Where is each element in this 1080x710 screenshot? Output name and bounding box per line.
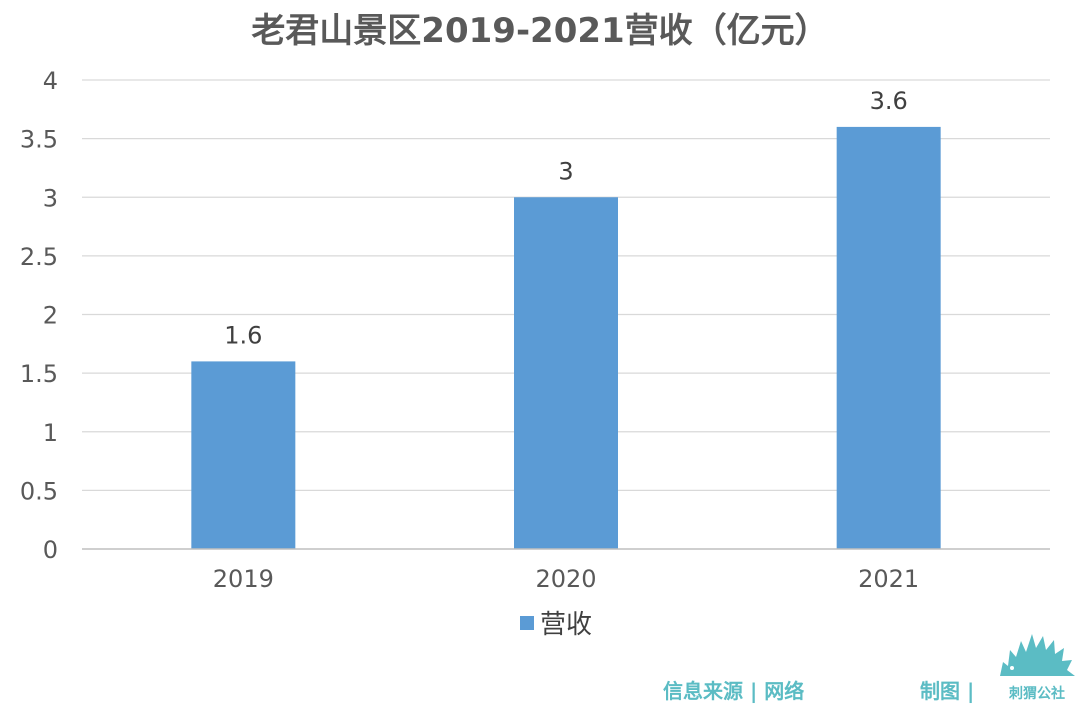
- x-tick-label: 2020: [535, 565, 596, 593]
- x-axis-ticks: 2019 2020 2021: [213, 565, 919, 593]
- legend-swatch: [520, 616, 534, 630]
- y-tick-label: 3: [43, 184, 58, 212]
- made-by-text: 制图 |: [920, 679, 974, 703]
- bar: [836, 126, 941, 550]
- y-tick-label: 2.5: [20, 243, 58, 271]
- y-tick-label: 0: [43, 536, 58, 564]
- footer: 信息来源 | 网络 制图 | 刺猬公社: [663, 634, 1075, 703]
- y-tick-label: 4: [43, 67, 58, 95]
- data-label: 3.6: [870, 87, 908, 115]
- data-labels: 1.6 3 3.6: [224, 87, 908, 349]
- y-tick-label: 2: [43, 302, 58, 330]
- x-tick-label: 2021: [858, 565, 919, 593]
- hedgehog-logo-icon: [1000, 634, 1075, 676]
- y-axis-ticks: 0 0.5 1 1.5 2 2.5 3 3.5 4: [20, 67, 58, 564]
- y-tick-label: 1.5: [20, 360, 58, 388]
- legend: 营收: [520, 610, 592, 640]
- data-label: 3: [558, 157, 573, 185]
- bar: [514, 197, 618, 549]
- data-label: 1.6: [224, 321, 262, 349]
- source-text: 信息来源 | 网络: [663, 679, 804, 703]
- chart-title: 老君山景区2019-2021营收（亿元）: [251, 11, 828, 51]
- x-tick-label: 2019: [213, 565, 274, 593]
- legend-label: 营收: [540, 610, 592, 640]
- bars: [191, 126, 941, 550]
- bar: [191, 361, 296, 549]
- y-tick-label: 3.5: [20, 126, 58, 154]
- y-tick-label: 1: [43, 419, 58, 447]
- brand-text: 刺猬公社: [1009, 685, 1065, 702]
- y-tick-label: 0.5: [20, 477, 58, 505]
